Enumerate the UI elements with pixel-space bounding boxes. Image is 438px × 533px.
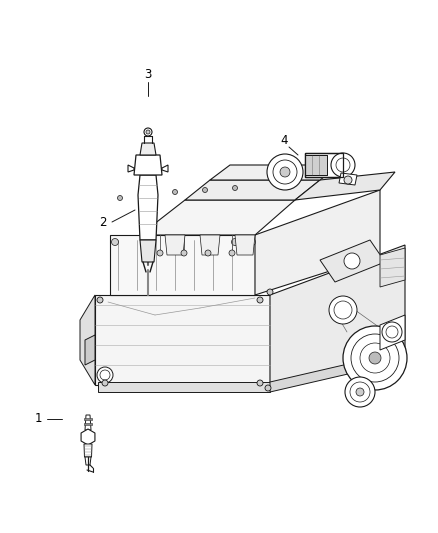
Circle shape <box>142 192 148 198</box>
Circle shape <box>202 188 208 192</box>
Circle shape <box>331 153 355 177</box>
Circle shape <box>141 238 148 246</box>
Text: 1: 1 <box>34 413 42 425</box>
Polygon shape <box>140 200 295 235</box>
Polygon shape <box>200 235 220 255</box>
Circle shape <box>229 250 235 256</box>
Polygon shape <box>305 153 343 177</box>
Circle shape <box>329 296 357 324</box>
Polygon shape <box>110 235 255 295</box>
Polygon shape <box>140 240 156 262</box>
Circle shape <box>173 190 177 195</box>
Circle shape <box>257 297 263 303</box>
Polygon shape <box>95 295 270 385</box>
Circle shape <box>344 176 352 184</box>
Polygon shape <box>98 382 270 392</box>
Circle shape <box>181 250 187 256</box>
Polygon shape <box>84 423 92 425</box>
Polygon shape <box>81 429 95 445</box>
Polygon shape <box>210 165 340 180</box>
Polygon shape <box>84 418 92 420</box>
Polygon shape <box>270 245 405 385</box>
Circle shape <box>257 380 263 386</box>
Circle shape <box>369 352 381 364</box>
Circle shape <box>102 380 108 386</box>
Polygon shape <box>80 295 95 385</box>
Polygon shape <box>270 352 400 392</box>
Polygon shape <box>305 155 327 175</box>
Polygon shape <box>339 173 357 185</box>
Circle shape <box>172 238 179 246</box>
Polygon shape <box>134 155 162 175</box>
Circle shape <box>157 250 163 256</box>
Polygon shape <box>162 165 168 172</box>
Circle shape <box>280 167 290 177</box>
Circle shape <box>267 154 303 190</box>
Polygon shape <box>138 175 158 240</box>
Circle shape <box>356 388 364 396</box>
Circle shape <box>205 250 211 256</box>
Circle shape <box>345 377 375 407</box>
Polygon shape <box>140 143 156 155</box>
Circle shape <box>112 238 119 246</box>
Polygon shape <box>235 235 255 255</box>
Polygon shape <box>165 235 185 255</box>
Circle shape <box>344 253 360 269</box>
Circle shape <box>382 322 402 342</box>
Circle shape <box>343 326 407 390</box>
Circle shape <box>232 238 239 246</box>
Polygon shape <box>255 190 380 295</box>
Circle shape <box>267 289 273 295</box>
Text: 4: 4 <box>280 133 288 147</box>
Circle shape <box>117 196 123 200</box>
Polygon shape <box>85 335 95 365</box>
Circle shape <box>144 128 152 136</box>
Circle shape <box>201 238 208 246</box>
Polygon shape <box>85 415 91 430</box>
Circle shape <box>233 185 237 190</box>
Text: 2: 2 <box>99 215 107 229</box>
Polygon shape <box>295 172 395 200</box>
Circle shape <box>248 238 255 246</box>
Polygon shape <box>380 248 405 287</box>
Polygon shape <box>185 180 320 200</box>
Polygon shape <box>84 444 92 457</box>
Circle shape <box>97 297 103 303</box>
Polygon shape <box>128 165 134 172</box>
Polygon shape <box>320 240 385 282</box>
Polygon shape <box>85 457 91 465</box>
Text: 3: 3 <box>144 69 152 82</box>
Circle shape <box>146 130 150 134</box>
Polygon shape <box>380 315 405 350</box>
Circle shape <box>97 367 113 383</box>
Circle shape <box>265 385 271 391</box>
